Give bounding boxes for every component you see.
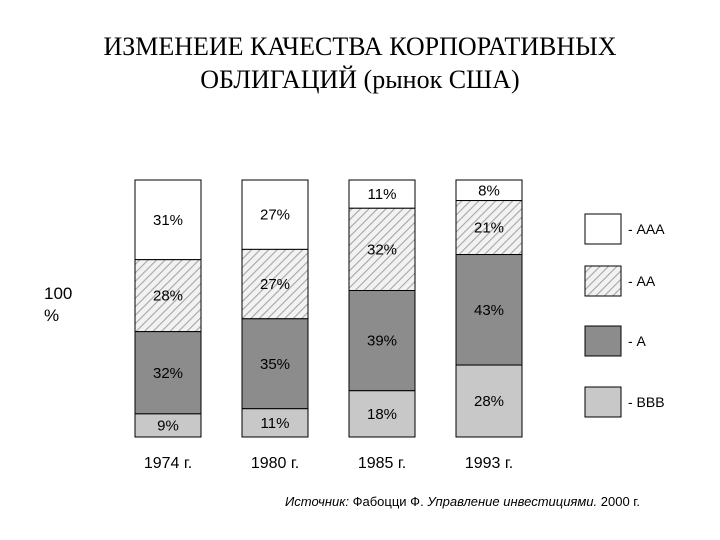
bar-segment-3-2	[348, 207, 416, 292]
bar-segment-3-4	[348, 390, 416, 438]
y-axis-label-value: 100	[44, 284, 73, 303]
bar-segment-1-4	[134, 413, 202, 438]
bar-segment-2-2	[241, 248, 309, 320]
bar-segment-2-3	[241, 318, 309, 410]
legend-swatch-4	[584, 386, 622, 418]
bar-segment-4-4	[455, 364, 523, 438]
source-year: 2000 г.	[600, 494, 641, 509]
bar-segment-3-3	[348, 290, 416, 392]
source-prefix: Источник:	[285, 494, 349, 509]
segment-label-1-1: 31%	[153, 212, 183, 229]
segment-label-1-3: 32%	[153, 365, 183, 382]
legend-label-1: - ААА	[628, 221, 665, 237]
segment-label-4-4: 28%	[474, 393, 504, 410]
segment-label-2-3: 35%	[260, 356, 290, 373]
chart-title-line-1: ИЗМЕНЕИЕ КАЧЕСТВА КОРПОРАТИВНЫХ	[103, 32, 617, 61]
legend-swatch-3	[584, 325, 622, 357]
segment-label-4-1: 8%	[478, 182, 500, 199]
legend-label-4: - ВВВ	[628, 394, 665, 410]
legend: - ААА - АА - А - ВВВ	[584, 213, 665, 418]
category-label-2: 1980 г.	[251, 455, 299, 472]
segment-label-2-4: 11%	[261, 415, 290, 432]
legend-label-3: - А	[628, 333, 647, 349]
chart-title-line-2: ОБЛИГАЦИЙ (рынок США)	[200, 65, 520, 94]
source-authors: Фабоцци Ф.	[352, 494, 424, 509]
segment-label-4-2: 21%	[474, 220, 504, 237]
segment-label-3-4: 18%	[367, 406, 397, 423]
bar-segment-4-3	[455, 254, 523, 366]
legend-swatch-2	[584, 265, 622, 297]
bars-group: 31% 28% 32% 9% 1974 г. 27% 27% 35% 11% 1980 г. 11%…	[134, 179, 523, 472]
source-work: Управление инвестициями.	[427, 494, 598, 509]
bar-segment-2-4	[241, 408, 309, 438]
bar-segment-2-1	[241, 179, 309, 250]
bar-segment-1-2	[134, 259, 202, 333]
segment-label-4-3: 43%	[474, 302, 504, 319]
segment-label-1-2: 28%	[153, 288, 183, 305]
category-label-3: 1985 г.	[358, 455, 406, 472]
legend-label-2: - АА	[628, 273, 656, 289]
bar-segment-4-2	[455, 200, 523, 256]
y-axis-label: 100 %	[44, 283, 72, 327]
chart-title: ИЗМЕНЕИЕ КАЧЕСТВА КОРПОРАТИВНЫХ ОБЛИГАЦИ…	[0, 30, 720, 96]
category-label-1: 1974 г.	[144, 455, 192, 472]
segment-label-3-3: 39%	[367, 333, 397, 350]
bar-segment-1-3	[134, 331, 202, 415]
category-label-4: 1993 г.	[465, 455, 513, 472]
y-axis-label-unit: %	[44, 306, 60, 325]
segment-label-1-4: 9%	[157, 417, 179, 434]
segment-label-3-2: 32%	[367, 241, 397, 258]
source-note: Источник: Фабоцци Ф. Управление инвестиц…	[285, 494, 640, 509]
segment-label-2-1: 27%	[260, 207, 290, 224]
segment-label-3-1: 11%	[368, 186, 397, 203]
legend-swatch-1	[584, 213, 622, 245]
segment-label-2-2: 27%	[260, 276, 290, 293]
